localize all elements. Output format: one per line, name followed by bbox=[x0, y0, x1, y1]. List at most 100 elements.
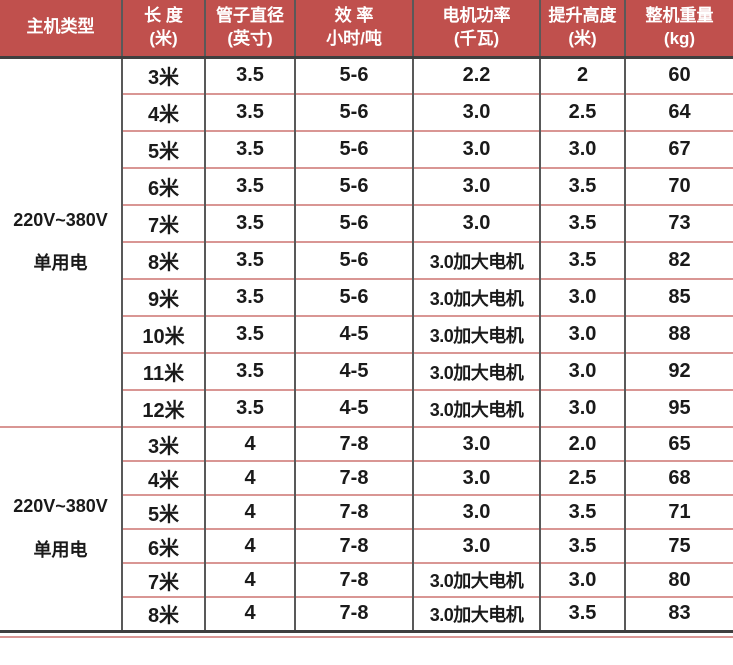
spec-row-section2-4米: 4米 4 7-8 3.0 2.5 68 bbox=[0, 461, 733, 495]
cell-efficiency: 5-6 bbox=[294, 242, 413, 279]
header-line1: 整机重量 bbox=[645, 5, 714, 25]
spec-row-section1-7米: 7米 3.5 5-6 3.0 3.5 73 bbox=[0, 205, 733, 242]
cell-length: 3米 bbox=[121, 427, 205, 461]
machine-type-voltage: 220V~380V bbox=[13, 209, 108, 230]
cell-efficiency: 5-6 bbox=[294, 168, 413, 205]
header-line2: (千瓦) bbox=[453, 28, 500, 48]
cell-length: 4米 bbox=[121, 461, 205, 495]
cell-efficiency: 7-8 bbox=[294, 563, 413, 597]
cell-motor-power: 3.0 bbox=[412, 529, 540, 563]
cell-weight: 64 bbox=[624, 94, 733, 131]
cell-pipe-diameter: 3.5 bbox=[204, 353, 295, 390]
cell-pipe-diameter: 4 bbox=[204, 461, 295, 495]
cell-length: 7米 bbox=[121, 205, 205, 242]
cell-weight: 67 bbox=[624, 131, 733, 168]
cell-length: 11米 bbox=[121, 353, 205, 390]
machine-type-power-mode: 单用电 bbox=[33, 539, 88, 560]
cell-motor-power: 3.0加大电机 bbox=[412, 316, 540, 353]
spec-row-section2-7米: 7米 4 7-8 3.0加大电机 3.0 80 bbox=[0, 563, 733, 597]
cell-pipe-diameter: 4 bbox=[204, 427, 295, 461]
cell-lift-height: 3.5 bbox=[539, 495, 625, 529]
spec-table-body: 220V~380V 单用电 3米 3.5 5-6 2.2 2 60 4米 3.5 5-6 3.0 2.5… bbox=[0, 57, 733, 631]
cell-pipe-diameter: 3.5 bbox=[204, 390, 295, 427]
header-line2: (英寸) bbox=[227, 28, 273, 48]
cell-efficiency: 4-5 bbox=[294, 316, 413, 353]
cell-lift-height: 3.0 bbox=[539, 279, 625, 316]
cell-pipe-diameter: 4 bbox=[204, 597, 295, 631]
spec-row-section1-6米: 6米 3.5 5-6 3.0 3.5 70 bbox=[0, 168, 733, 205]
header-line1: 管子直径 bbox=[216, 5, 284, 25]
machine-type-cell-section2: 220V~380V 单用电 bbox=[0, 427, 123, 631]
spec-row-section1-3米: 220V~380V 单用电 3米 3.5 5-6 2.2 2 60 bbox=[0, 57, 733, 427]
spec-row-section1-10米: 10米 3.5 4-5 3.0加大电机 3.0 88 bbox=[0, 316, 733, 353]
cell-efficiency: 5-6 bbox=[294, 279, 413, 316]
header-line1: 长 度 bbox=[144, 5, 183, 25]
col-header-length: 长 度 (米) bbox=[121, 0, 205, 57]
cell-length: 5米 bbox=[121, 495, 205, 529]
spec-table: 主机类型 长 度 (米) 管子直径 (英寸) 效 率小时/吨 电机功率 (千瓦) 提升高度 (米)… bbox=[0, 0, 733, 633]
cell-lift-height: 3.0 bbox=[539, 563, 625, 597]
cell-motor-power: 3.0 bbox=[412, 495, 540, 529]
spec-row-section1-9米: 9米 3.5 5-6 3.0加大电机 3.0 85 bbox=[0, 279, 733, 316]
header-line2: (米) bbox=[568, 28, 597, 48]
cell-weight: 75 bbox=[624, 529, 733, 563]
spec-table-header: 主机类型 长 度 (米) 管子直径 (英寸) 效 率小时/吨 电机功率 (千瓦) 提升高度 (米)… bbox=[0, 0, 733, 57]
cell-motor-power: 3.0加大电机 bbox=[412, 242, 540, 279]
header-row: 主机类型 长 度 (米) 管子直径 (英寸) 效 率小时/吨 电机功率 (千瓦) 提升高度 (米)… bbox=[0, 0, 733, 57]
cell-length: 10米 bbox=[121, 316, 205, 353]
cell-motor-power: 3.0 bbox=[412, 461, 540, 495]
cell-lift-height: 2.5 bbox=[539, 461, 625, 495]
cell-length: 8米 bbox=[121, 597, 205, 631]
cell-motor-power: 3.0加大电机 bbox=[412, 563, 540, 597]
cell-motor-power: 3.0 bbox=[412, 427, 540, 461]
header-line2: (kg) bbox=[663, 28, 696, 48]
cell-efficiency: 5-6 bbox=[294, 94, 413, 131]
cell-length: 4米 bbox=[121, 94, 205, 131]
cell-motor-power: 3.0 bbox=[412, 168, 540, 205]
cell-weight: 65 bbox=[624, 427, 733, 461]
header-line1: 电机功率 bbox=[442, 5, 511, 25]
cell-efficiency: 7-8 bbox=[294, 495, 413, 529]
header-line1: 效 率 bbox=[334, 5, 374, 25]
cell-pipe-diameter: 3.5 bbox=[204, 131, 295, 168]
cell-weight: 73 bbox=[624, 205, 733, 242]
spec-row-section1-5米: 5米 3.5 5-6 3.0 3.0 67 bbox=[0, 131, 733, 168]
col-header-machine-type: 主机类型 bbox=[0, 0, 122, 57]
cell-length: 6米 bbox=[121, 168, 205, 205]
cell-pipe-diameter: 3.5 bbox=[204, 316, 295, 353]
cell-length: 9米 bbox=[121, 279, 205, 316]
cell-motor-power: 3.0加大电机 bbox=[412, 279, 540, 316]
cell-length: 12米 bbox=[121, 390, 205, 427]
cell-lift-height: 3.0 bbox=[539, 390, 625, 427]
cell-lift-height: 3.5 bbox=[539, 242, 625, 279]
cell-pipe-diameter: 3.5 bbox=[204, 279, 295, 316]
cell-lift-height: 3.5 bbox=[539, 529, 625, 563]
cell-weight: 83 bbox=[624, 597, 733, 631]
col-header-efficiency: 效 率小时/吨 bbox=[294, 0, 413, 57]
cell-weight: 92 bbox=[624, 353, 733, 390]
spec-row-section1-4米: 4米 3.5 5-6 3.0 2.5 64 bbox=[0, 94, 733, 131]
cell-length: 8米 bbox=[121, 242, 205, 279]
col-header-weight: 整机重量 (kg) bbox=[624, 0, 733, 57]
machine-type-voltage: 220V~380V bbox=[13, 496, 108, 517]
header-line1: 主机类型 bbox=[26, 17, 95, 37]
cell-efficiency: 7-8 bbox=[294, 461, 413, 495]
cell-efficiency: 5-6 bbox=[294, 131, 413, 168]
cell-weight: 71 bbox=[624, 495, 733, 529]
cell-lift-height: 2.5 bbox=[539, 94, 625, 131]
spec-row-section2-5米: 5米 4 7-8 3.0 3.5 71 bbox=[0, 495, 733, 529]
cell-efficiency: 7-8 bbox=[294, 529, 413, 563]
cell-motor-power: 3.0 bbox=[412, 94, 540, 131]
cell-motor-power: 3.0 bbox=[412, 205, 540, 242]
header-line1: 提升高度 bbox=[548, 5, 617, 25]
cell-lift-height: 2 bbox=[539, 57, 625, 94]
cell-weight: 95 bbox=[624, 390, 733, 427]
cell-weight: 82 bbox=[624, 242, 733, 279]
cell-length: 6米 bbox=[121, 529, 205, 563]
cell-efficiency: 4-5 bbox=[294, 353, 413, 390]
cell-weight: 85 bbox=[624, 279, 733, 316]
cell-efficiency: 4-5 bbox=[294, 390, 413, 427]
cell-length: 3米 bbox=[121, 57, 205, 94]
cell-pipe-diameter: 4 bbox=[204, 529, 295, 563]
cell-length: 7米 bbox=[121, 563, 205, 597]
